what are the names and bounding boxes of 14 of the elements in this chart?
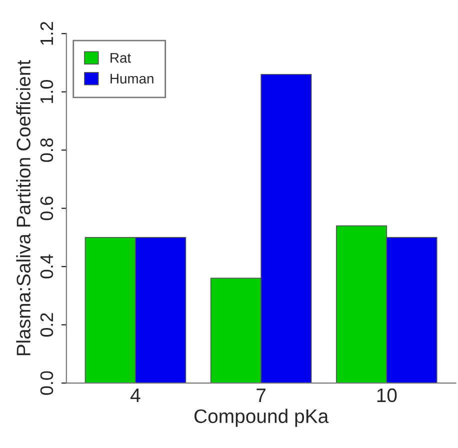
- y-tick-label: 0.8: [40, 138, 54, 162]
- legend-label: Human: [110, 74, 154, 84]
- y-tick-label: 1.2: [40, 22, 53, 45]
- x-tick-label: 10: [377, 388, 397, 402]
- y-tick-label: 0.0: [40, 371, 54, 395]
- y-tick-label: 0.2: [40, 313, 54, 337]
- y-tick-label: 0.4: [40, 254, 54, 278]
- x-tick-label: 4: [130, 388, 140, 402]
- y-axis-title: Plasma:Saliva Partition Coefficient: [16, 60, 30, 356]
- legend-label: Rat: [110, 53, 131, 63]
- x-axis-title: Compound pKa: [194, 408, 329, 427]
- y-tick-label: 1.0: [40, 80, 54, 104]
- x-tick-label: 7: [256, 388, 266, 402]
- y-tick-label: 0.6: [40, 196, 54, 220]
